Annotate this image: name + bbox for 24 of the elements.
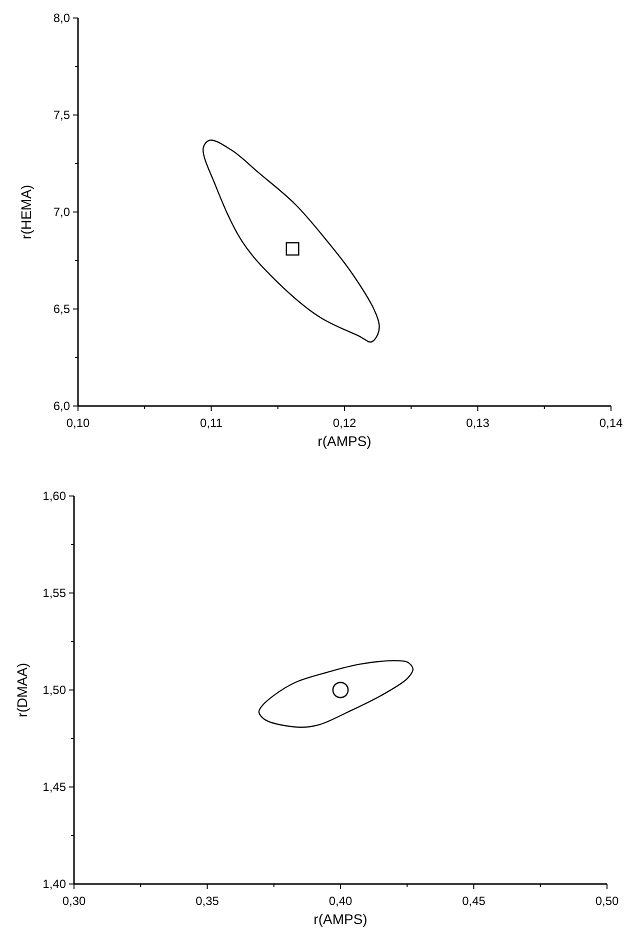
x-tick-label: 0,35	[196, 894, 220, 908]
y-axis-title: r(DMAA)	[14, 662, 30, 718]
x-axis-title: r(AMPS)	[318, 433, 372, 449]
y-tick-label: 6,5	[53, 302, 70, 316]
y-tick-label: 7,5	[53, 108, 70, 122]
y-tick-label: 1,55	[42, 586, 66, 600]
x-tick-label: 0,14	[599, 416, 623, 430]
x-tick-label: 0,45	[462, 894, 486, 908]
x-tick-label: 0,10	[66, 416, 90, 430]
x-tick-label: 0,40	[328, 894, 352, 908]
y-tick-label: 8,0	[53, 11, 70, 26]
y-tick-label: 1,60	[42, 489, 66, 504]
y-tick-label: 1,40	[42, 877, 66, 892]
x-tick-label: 0,13	[466, 416, 490, 430]
y-tick-label: 1,45	[42, 780, 66, 794]
y-tick-label: 6,0	[53, 399, 70, 414]
y-tick-label: 7,0	[53, 205, 70, 220]
y-tick-label: 1,50	[42, 683, 66, 698]
x-tick-label: 0,12	[332, 416, 356, 430]
x-tick-label: 0,30	[62, 894, 86, 908]
x-axis-title: r(AMPS)	[314, 911, 368, 927]
x-tick-label: 0,50	[595, 894, 619, 908]
y-axis-title: r(HEMA)	[18, 184, 34, 240]
x-tick-label: 0,11	[200, 416, 223, 430]
